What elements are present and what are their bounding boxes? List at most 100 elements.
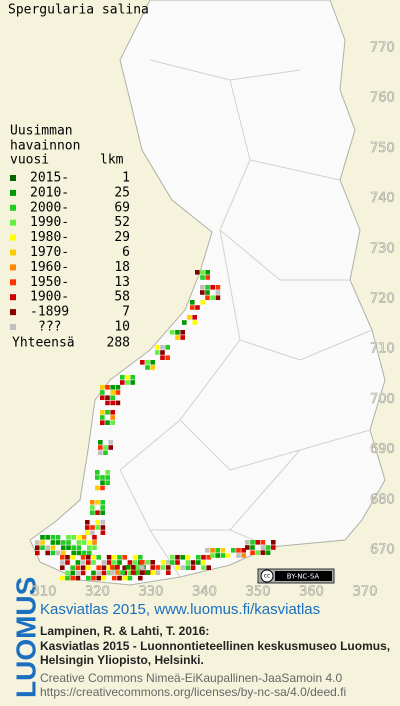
occurrence-square	[260, 545, 266, 550]
occurrence-square	[250, 550, 255, 555]
grid-x-label: 330	[139, 585, 164, 600]
legend-swatch	[10, 309, 16, 316]
occurrence-square	[190, 300, 195, 305]
occurrence-square	[115, 385, 121, 390]
occurrence-square	[100, 410, 105, 415]
occurrence-square	[50, 550, 56, 556]
occurrence-square	[86, 575, 91, 581]
occurrence-square	[190, 305, 195, 310]
occurrence-square	[110, 385, 115, 390]
occurrence-square	[40, 540, 45, 545]
occurrence-square	[205, 295, 210, 300]
occurrence-square	[112, 555, 117, 560]
occurrence-square	[255, 550, 260, 555]
license-url[interactable]: https://creativecommons.org/licenses/by-…	[40, 685, 346, 699]
occurrence-square	[55, 535, 61, 540]
legend-label: 1950-	[30, 275, 69, 290]
occurrence-square	[127, 570, 133, 576]
occurrence-square	[105, 395, 110, 400]
occurrence-square	[182, 320, 187, 325]
legend-header: vuosi	[10, 153, 49, 168]
occurrence-square	[96, 570, 101, 576]
occurrence-square	[100, 520, 106, 525]
occurrence-square	[40, 535, 45, 540]
occurrence-square	[71, 545, 76, 550]
occurrence-square	[160, 560, 166, 565]
citation: Helsingin Yliopisto, Helsinki.	[40, 653, 204, 667]
occurrence-square	[106, 565, 112, 570]
occurrence-square	[110, 395, 115, 400]
occurrence-square	[115, 390, 121, 395]
occurrence-square	[250, 540, 255, 545]
legend-label: -1899	[30, 305, 69, 320]
occurrence-square	[136, 565, 141, 570]
occurrence-square	[180, 330, 185, 335]
occurrence-square	[105, 385, 110, 390]
occurrence-square	[210, 553, 215, 558]
occurrence-square	[127, 560, 133, 565]
occurrence-square	[60, 555, 65, 560]
legend-count: 29	[114, 230, 130, 245]
occurrence-square	[95, 520, 100, 525]
occurrence-square	[210, 295, 215, 300]
occurrence-square	[205, 548, 210, 553]
legend-label: 1990-	[30, 215, 69, 230]
occurrence-square	[201, 565, 206, 570]
occurrence-square	[98, 445, 103, 450]
occurrence-square	[220, 553, 226, 558]
grid-x-label: 320	[85, 585, 110, 600]
occurrence-square	[175, 330, 180, 335]
occurrence-square	[192, 315, 197, 320]
occurrence-square	[80, 565, 86, 570]
occurrence-square	[100, 525, 106, 530]
occurrence-square	[40, 545, 45, 550]
occurrence-square	[85, 525, 90, 530]
occurrence-square	[245, 545, 250, 550]
occurrence-square	[175, 335, 180, 340]
occurrence-square	[92, 535, 97, 540]
occurrence-square	[160, 565, 166, 570]
occurrence-square	[71, 550, 76, 556]
occurrence-square	[225, 553, 231, 558]
occurrence-square	[200, 290, 205, 295]
occurrence-square	[75, 560, 81, 565]
occurrence-square	[105, 470, 110, 475]
grid-y-label: 670	[370, 543, 395, 558]
occurrence-square	[196, 555, 201, 560]
occurrence-square	[91, 575, 96, 581]
occurrence-square	[61, 540, 66, 545]
occurrence-square	[205, 285, 210, 290]
occurrence-square	[130, 380, 135, 385]
occurrence-square	[260, 540, 266, 545]
occurrence-square	[87, 550, 92, 556]
occurrence-square	[81, 550, 87, 556]
legend-label: 2015-	[30, 171, 69, 186]
occurrence-square	[166, 560, 171, 565]
occurrence-square	[112, 560, 117, 565]
occurrence-square	[155, 565, 161, 570]
occurrence-square	[110, 415, 115, 420]
occurrence-square	[110, 400, 115, 406]
footer-link[interactable]: Kasviatlas 2015, www.luomus.fi/kasviatla…	[40, 601, 320, 618]
occurrence-square	[90, 500, 95, 505]
legend-total: 288	[107, 336, 130, 351]
occurrence-square	[241, 553, 246, 558]
occurrence-square	[138, 555, 143, 560]
occurrence-square	[187, 315, 192, 320]
occurrence-square	[200, 285, 205, 290]
occurrence-square	[250, 545, 255, 550]
occurrence-square	[101, 570, 107, 576]
occurrence-square	[108, 445, 113, 450]
occurrence-square	[100, 480, 105, 485]
occurrence-square	[103, 445, 108, 450]
occurrence-square	[76, 550, 82, 556]
occurrence-square	[98, 450, 103, 455]
occurrence-square	[170, 555, 175, 560]
license-text: Creative Commons Nimeä-EiKaupallinen-Jaa…	[40, 671, 342, 685]
occurrence-square	[106, 570, 112, 576]
occurrence-square	[61, 550, 66, 556]
occurrence-square	[100, 395, 105, 400]
legend-swatch	[10, 234, 16, 241]
occurrence-square	[132, 560, 138, 565]
